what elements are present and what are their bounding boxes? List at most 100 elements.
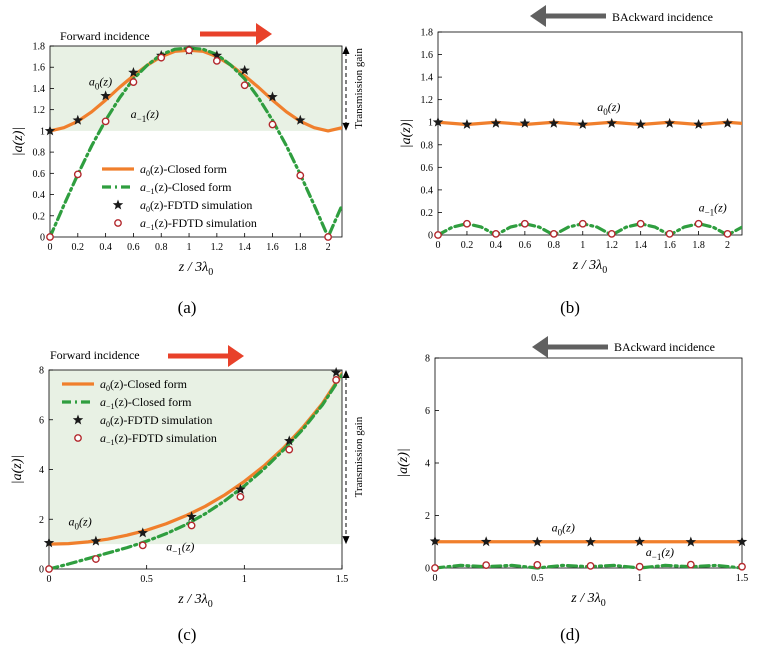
panel-c-ylabel: |a(z)| [10, 455, 25, 484]
panel-d-panel-label: (d) [560, 625, 580, 644]
panel-b-ytick-label: 0.8 [421, 140, 434, 151]
panel-a-ytick-label: 1.6 [33, 63, 46, 74]
label-part: a [69, 514, 75, 528]
panel-c-ytick-label: 4 [39, 465, 44, 476]
panel-d-xtick-label: 1.5 [736, 573, 749, 584]
panel-a-ytick-label: 1.4 [33, 84, 46, 95]
panel-a-legend-label: a0(z)-FDTD simulation [140, 198, 252, 214]
panel-b-circle-point [549, 229, 558, 238]
label-part: (z)-FDTD simulation [155, 216, 257, 230]
panel-d-circle-point [738, 562, 746, 571]
panel-b: 0 0.2 0.4 0.6 0.8 1 1.2 1.4 1.6 1.8 2 0 0.2 0.4 0.6 0.8… [399, 5, 743, 317]
panel-a-xtick-label: 0.8 [155, 242, 168, 253]
label-part: a [166, 539, 172, 553]
panel-a-line-am1 [50, 46, 342, 239]
panel-a-gain-arrow-up [342, 46, 350, 54]
panel-c-legend-label: a−1(z)-FDTD simulation [100, 431, 217, 447]
panel-b-circle-point [434, 231, 442, 239]
panel-c-star-point [235, 483, 246, 494]
panel-c-annotation: a0(z) [69, 514, 92, 531]
panel-b-ytick-label: 0 [428, 231, 433, 242]
label-part: 0 [601, 598, 606, 609]
panel-c-xtick-label: 1 [242, 574, 247, 585]
panel-a-xtick-label: 2 [326, 242, 331, 253]
label-part: a [140, 198, 146, 212]
panel-a-incidence-label: Forward incidence [60, 29, 150, 43]
label-part: 0 [106, 384, 110, 393]
label-part: a [646, 545, 652, 559]
label-part: a [131, 107, 137, 121]
panel-d-circle-point [686, 560, 695, 569]
panel-b-star-point [432, 116, 444, 127]
panel-c-xlabel: z / 3λ0 [177, 592, 212, 610]
panel-a-incidence-arrow [200, 23, 272, 45]
label-part: a [552, 520, 558, 534]
panel-c-circle-point [45, 565, 53, 573]
panel-a-xtick-label: 0.6 [127, 242, 140, 253]
panel-b-plot-area [438, 120, 742, 237]
label-part: (z) [562, 520, 575, 534]
label-part: (z)-Closed form [115, 395, 193, 409]
panel-c-xtick-label: 1.5 [336, 574, 349, 585]
panel-a-annotation: a0(z) [89, 74, 112, 91]
label-part: (z) [661, 545, 674, 559]
panel-d-axes-box [434, 357, 743, 569]
panel-a-star-point [100, 90, 111, 101]
panel-b-panel-label: (b) [560, 298, 580, 317]
panel-a-circle-point [129, 78, 138, 86]
label-part: (z) [146, 107, 159, 121]
panel-b-circle-point [520, 219, 529, 228]
panel-a-ytick-label: 0.4 [33, 190, 46, 201]
panel-d-circle-point [431, 564, 439, 572]
panel-a-panel-label: (a) [178, 298, 197, 317]
label-part: 0 [208, 267, 213, 278]
panel-b-ytick-label: 0.2 [421, 208, 434, 219]
panel-c-legend-label: a−1(z)-Closed form [100, 395, 192, 411]
panel-c-legend-circle-swatch [74, 434, 82, 442]
panel-b-circle-point [636, 219, 645, 228]
panel-d-circle-point [586, 562, 595, 570]
panel-d-ytick-label: 6 [425, 406, 430, 417]
panel-b-circle-point [665, 229, 674, 238]
panel-a-ytick-label: 0.8 [33, 148, 46, 159]
panel-a-ytick-label: 0.2 [33, 211, 46, 222]
label-part: z / 3λ [570, 591, 600, 606]
label-part: −1 [172, 546, 182, 556]
panel-a-circle-point [101, 117, 110, 126]
label-part: −1 [652, 552, 662, 562]
label-part: a [140, 162, 146, 176]
label-part: a [89, 74, 95, 88]
label-part: −1 [705, 207, 715, 217]
panel-c-legend-label: a0(z)-Closed form [100, 377, 188, 393]
panel-b-star-point [519, 117, 531, 128]
label-part: (z) [79, 514, 92, 528]
panel-b-star-point [722, 117, 733, 128]
panel-c-legend-label: a0(z)-FDTD simulation [100, 413, 212, 429]
panel-c-circle-point [138, 541, 147, 550]
panel-d-circle-point [635, 562, 644, 571]
label-part: a [100, 431, 106, 445]
panel-a-ytick-label: 1.2 [33, 105, 46, 116]
label-part: (z)-FDTD simulation [115, 431, 217, 445]
panel-d-ytick-label: 4 [425, 459, 430, 470]
panel-a-legend-label: a0(z)-Closed form [140, 162, 228, 178]
panel-b-circle-point [607, 229, 616, 238]
label-part: a [100, 413, 106, 427]
panel-c-star-point [90, 535, 102, 546]
panel-c-xtick-label: 0.5 [140, 574, 153, 585]
label-part: z / 3λ [177, 592, 207, 607]
panel-b-star-point [548, 117, 560, 128]
panel-a-legend-label: a−1(z)-Closed form [140, 180, 232, 196]
panel-a-xlabel: z / 3λ0 [178, 260, 213, 278]
panel-b-xtick-label: 1.8 [692, 240, 705, 251]
panel-b-line-am1 [438, 222, 742, 237]
panel-a-xtick-label: 0 [48, 242, 53, 253]
panel-d-ylabel: |a(z)| [396, 448, 411, 477]
panel-d-incidence-arrow-head [532, 336, 548, 358]
label-part: 0 [603, 107, 608, 117]
panel-a-star-point [267, 91, 278, 102]
panel-a-star-point [72, 114, 84, 125]
panel-c-circle-point [91, 555, 100, 563]
panel-b-star-point [664, 117, 675, 128]
panel-a-gain-arrow-down [342, 122, 350, 131]
